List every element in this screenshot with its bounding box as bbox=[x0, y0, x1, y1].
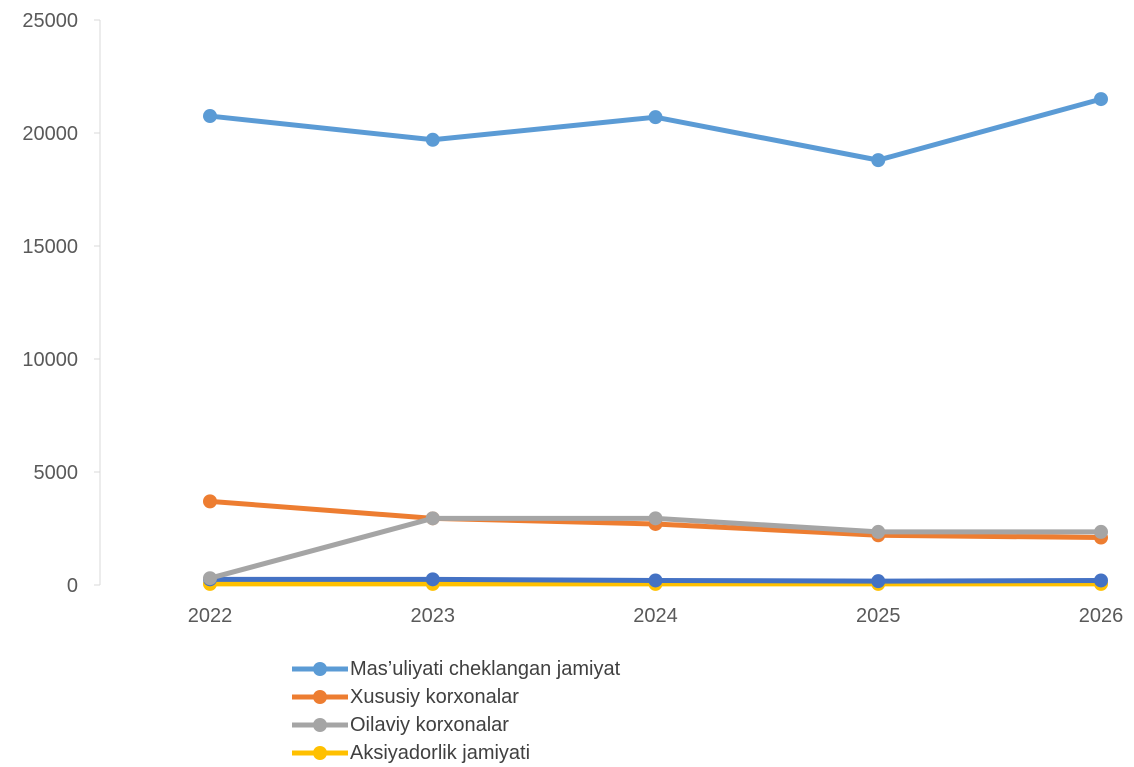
legend-item: Xususiy korxonalar bbox=[290, 683, 620, 711]
legend-item: Oilaviy korxonalar bbox=[290, 711, 620, 739]
y-axis-ticks: 0 5000 10000 15000 20000 25000 bbox=[22, 10, 78, 597]
x-tick-label: 2025 bbox=[856, 605, 901, 627]
data-point bbox=[1094, 92, 1108, 107]
data-point bbox=[871, 153, 886, 168]
y-tick-label: 15000 bbox=[22, 236, 78, 258]
data-point bbox=[648, 110, 663, 125]
series-0 bbox=[203, 92, 1108, 168]
legend-swatch-marker bbox=[313, 662, 327, 676]
y-tick-label: 25000 bbox=[22, 10, 78, 32]
y-tick-label: 0 bbox=[67, 575, 78, 597]
series-line bbox=[209, 96, 1102, 163]
legend-swatch bbox=[292, 662, 348, 676]
data-point bbox=[425, 511, 440, 526]
x-tick-label: 2026 bbox=[1079, 605, 1124, 627]
data-point bbox=[203, 494, 217, 509]
legend-item: Aksiyadorlik jamiyati bbox=[290, 739, 620, 767]
data-point bbox=[648, 511, 663, 526]
legend-swatch bbox=[292, 746, 348, 760]
x-tick-label: 2023 bbox=[411, 605, 456, 627]
data-point bbox=[871, 524, 886, 539]
y-tick-label: 5000 bbox=[34, 462, 79, 484]
legend-swatch-marker bbox=[313, 718, 327, 732]
legend-item: Mas’uliyati cheklangan jamiyat bbox=[290, 655, 620, 683]
legend-swatch bbox=[292, 718, 348, 732]
data-point bbox=[203, 571, 217, 586]
data-point bbox=[425, 572, 440, 587]
x-axis-ticks: 2022 2023 2024 2025 2026 bbox=[188, 605, 1124, 627]
data-point bbox=[203, 109, 217, 124]
legend: Mas’uliyati cheklangan jamiyat Xususiy ko… bbox=[290, 655, 620, 767]
legend-label: Mas’uliyati cheklangan jamiyat bbox=[350, 657, 621, 680]
data-point bbox=[1094, 524, 1108, 539]
data-point bbox=[425, 132, 440, 147]
y-tick-label: 10000 bbox=[22, 349, 78, 371]
legend-label: Aksiyadorlik jamiyati bbox=[350, 741, 531, 764]
legend-swatch-marker bbox=[313, 690, 327, 704]
x-tick-label: 2022 bbox=[188, 605, 233, 627]
data-point bbox=[1094, 573, 1108, 588]
series-group bbox=[203, 92, 1108, 591]
legend-swatch-marker bbox=[313, 746, 327, 760]
y-tick-label: 20000 bbox=[22, 123, 78, 145]
series-2 bbox=[203, 511, 1108, 586]
x-tick-label: 2024 bbox=[633, 605, 678, 627]
legend-label: Xususiy korxonalar bbox=[350, 685, 519, 708]
legend-label: Oilaviy korxonalar bbox=[350, 713, 509, 736]
data-point bbox=[648, 573, 663, 588]
axes bbox=[94, 19, 101, 586]
legend-swatch bbox=[292, 690, 348, 704]
data-point bbox=[871, 574, 886, 589]
